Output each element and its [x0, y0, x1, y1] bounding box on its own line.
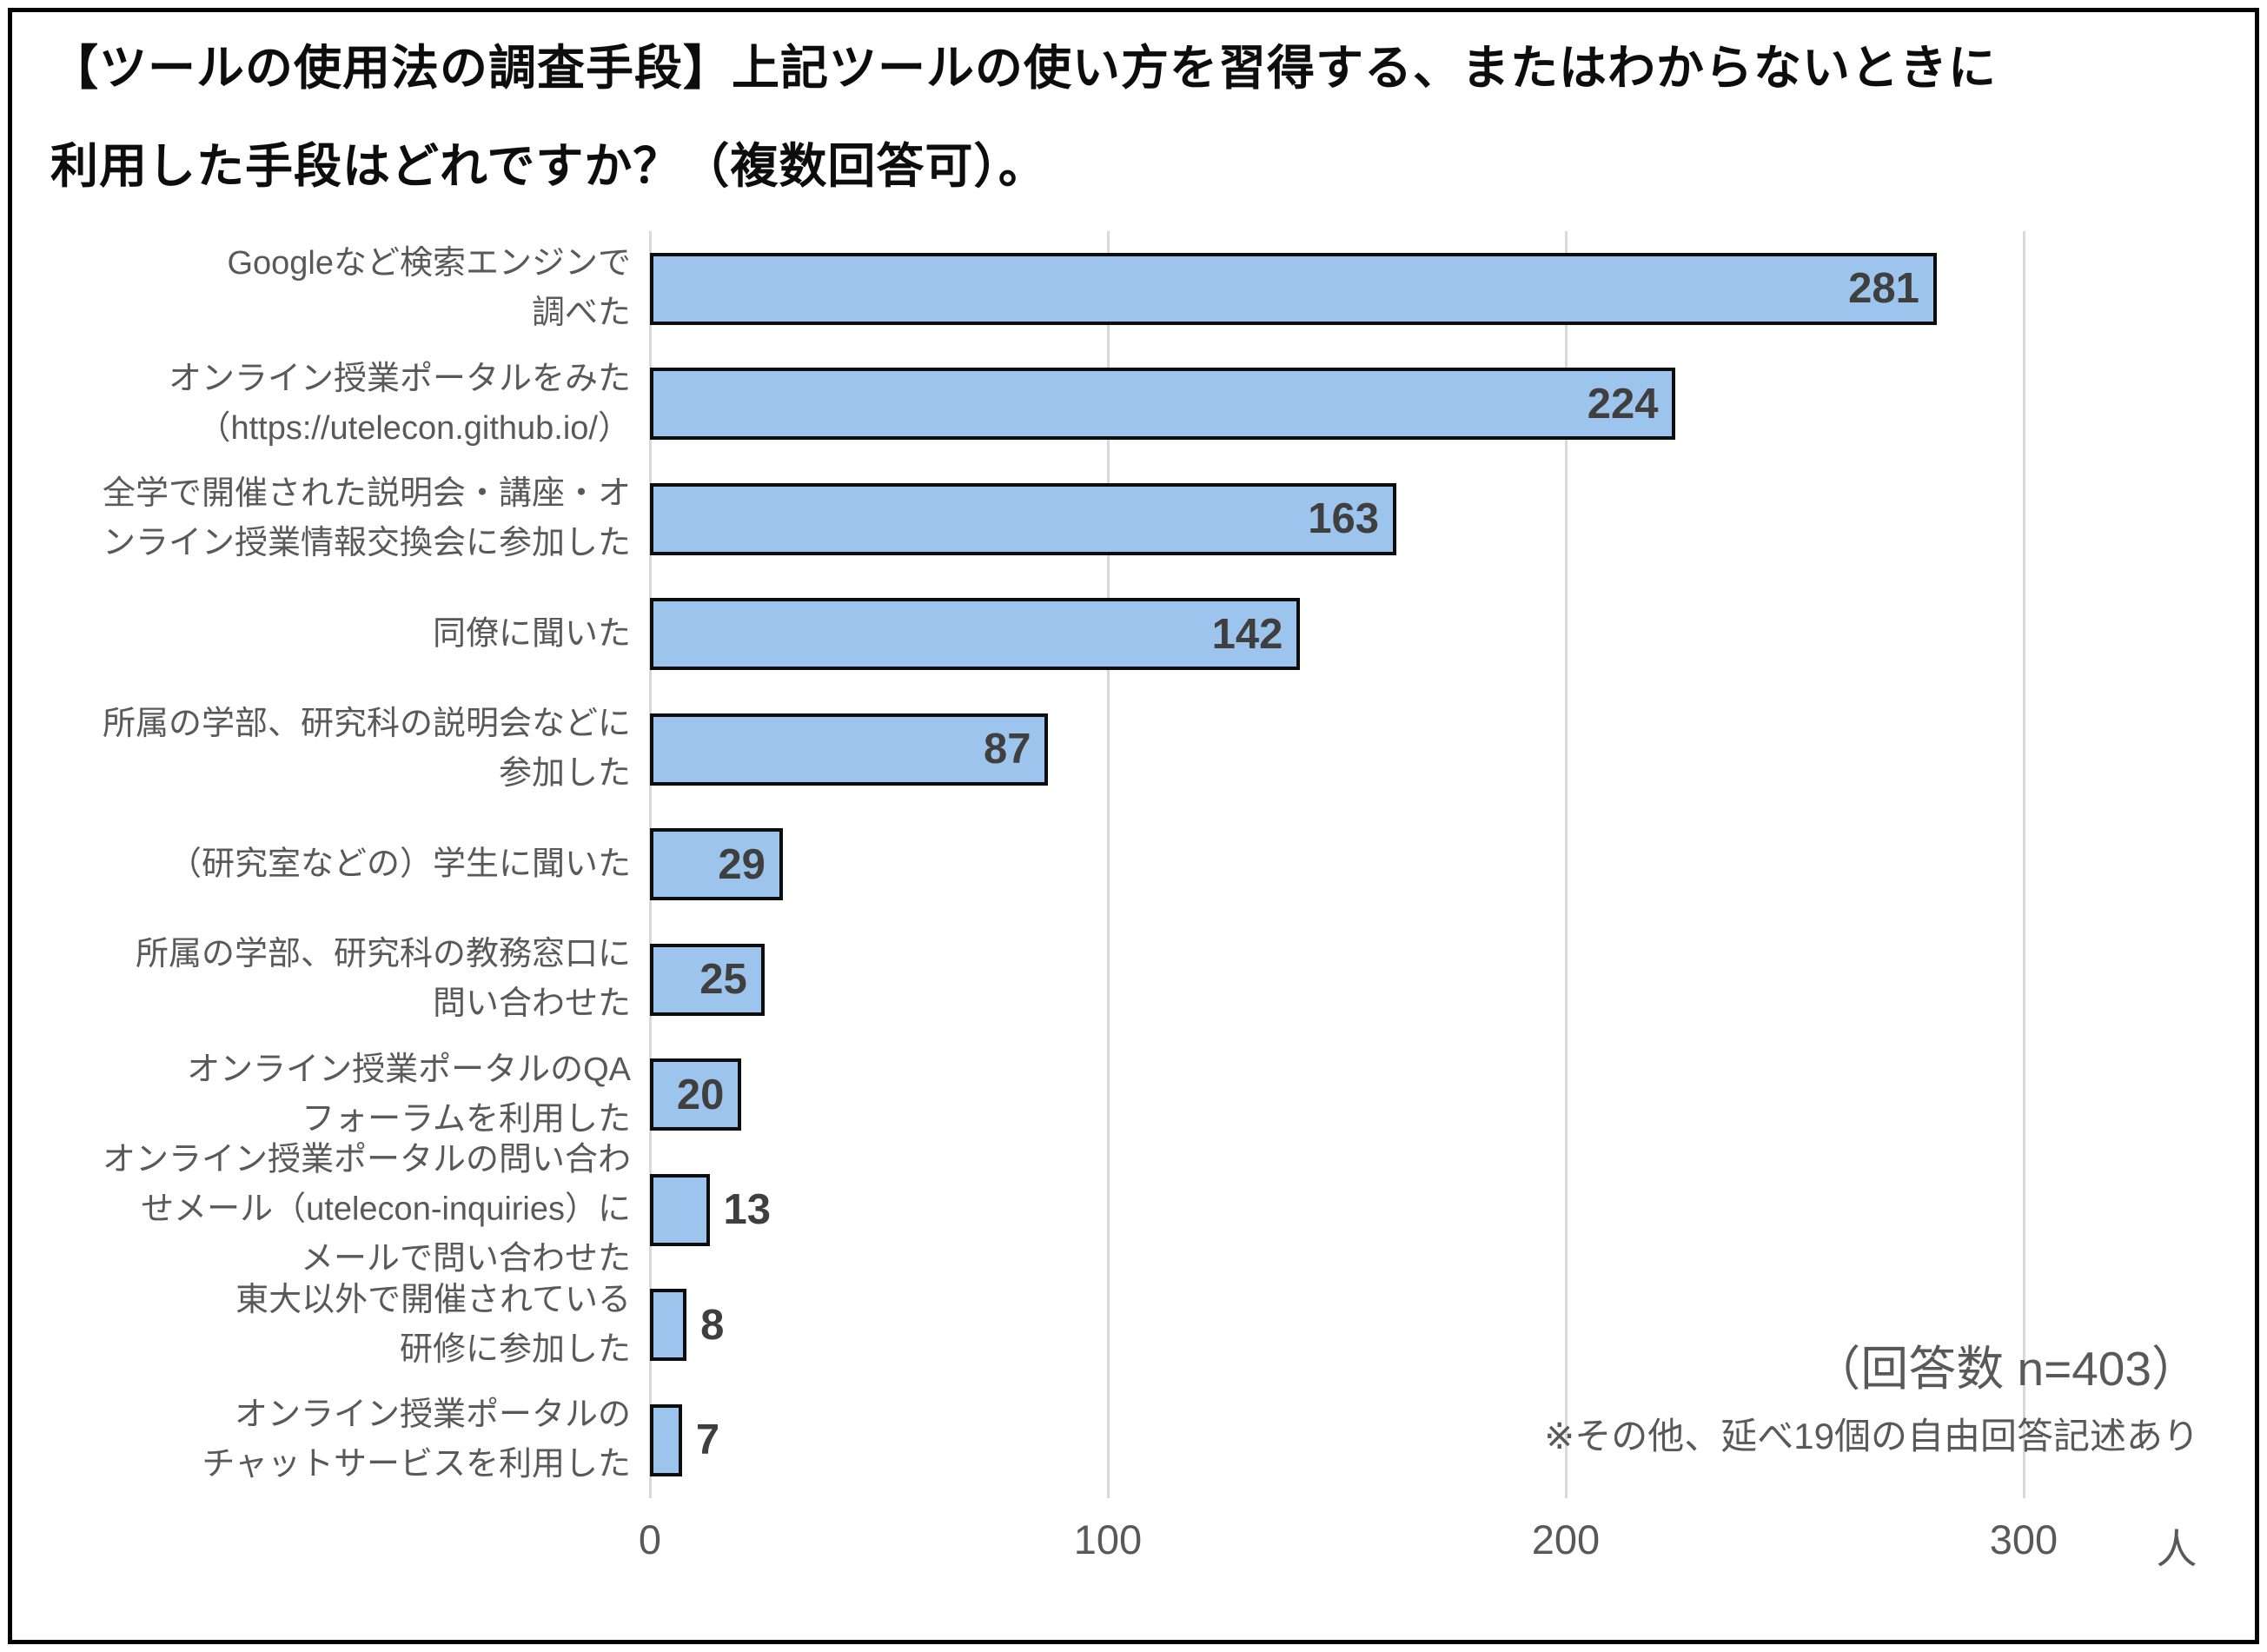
category-label-line: 全学で開催された説明会・講座・オ: [102, 475, 631, 513]
bar: 142: [650, 598, 1301, 671]
category-label-line: 同僚に聞いた: [432, 615, 631, 653]
x-tick-label: 200: [1531, 1516, 1601, 1562]
chart-title-line1: 【ツールの使用法の調査手段】上記ツールの使い方を習得する、またはわからないときに: [50, 41, 1998, 95]
chart-title: 【ツールの使用法の調査手段】上記ツールの使い方を習得する、またはわからないときに…: [50, 19, 2205, 216]
category-label-line: 東大以外で開催されている: [235, 1281, 631, 1318]
bar-row: 所属の学部、研究科の教務窓口に問い合わせた 25: [0, 922, 2267, 1038]
bar: [650, 1173, 710, 1246]
value-label: 7: [695, 1416, 720, 1464]
value-label: 8: [700, 1301, 725, 1349]
bar-row: 所属の学部、研究科の説明会などに参加した 87: [0, 692, 2267, 807]
bar-row: Googleなど検索エンジンで調べた 281: [0, 231, 2267, 347]
category-label-line: 調べた: [531, 295, 631, 332]
category-label-line: 問い合わせた: [432, 985, 631, 1023]
category-label: 全学で開催された説明会・講座・オ ンライン授業情報交換会に参加した: [0, 469, 631, 568]
bar: 281: [650, 252, 1937, 325]
category-label: （研究室などの）学生に聞いた: [0, 839, 631, 889]
category-label-line: チャットサービスを利用した: [202, 1446, 631, 1483]
x-tick-label: 0: [638, 1516, 662, 1562]
category-label: 所属の学部、研究科の説明会などに参加した: [0, 700, 631, 799]
category-label-line: 参加した: [498, 755, 631, 793]
value-label: 20: [676, 1071, 725, 1118]
category-label: オンライン授業ポータルのチャットサービスを利用した: [0, 1390, 631, 1489]
bar-row: オンライン授業ポータルのチャットサービスを利用した 7: [0, 1383, 2267, 1498]
category-label: オンライン授業ポータルのQA フォーラムを利用した: [0, 1045, 631, 1144]
category-label-line: Googleなど検索エンジンで: [227, 245, 631, 282]
bar-row: 全学で開催された説明会・講座・オ ンライン授業情報交換会に参加した 163: [0, 461, 2267, 577]
category-label: オンライン授業ポータルの問い合わせメール（utelecon-inquiries）…: [0, 1136, 631, 1284]
category-label-line: 所属の学部、研究科の説明会などに: [102, 706, 631, 743]
bar: 20: [650, 1058, 742, 1131]
bar-row: オンライン授業ポータルのQA フォーラムを利用した 20: [0, 1038, 2267, 1153]
category-label-line: フォーラムを利用した: [302, 1100, 631, 1138]
category-label: 同僚に聞いた: [0, 609, 631, 659]
value-label: 142: [1211, 610, 1283, 658]
x-axis: 0 100 200 300 人: [0, 1516, 2267, 1576]
bar-row: （研究室などの）学生に聞いた 29: [0, 807, 2267, 923]
chart-title-line2: 利用した手段はどれですか？（複数回答可）。: [50, 139, 1047, 193]
bar: 25: [650, 943, 765, 1016]
bar-row: オンライン授業ポータルの問い合わせメール（utelecon-inquiries）…: [0, 1142, 2267, 1277]
category-label-line: ンライン授業情報交換会に参加した: [102, 525, 631, 562]
category-label-line: せメール（utelecon-inquiries）に: [141, 1191, 631, 1228]
value-label: 25: [699, 956, 747, 1004]
category-label-line: 所属の学部、研究科の教務窓口に: [135, 936, 631, 973]
gridline: [2022, 231, 2025, 1498]
x-tick-label: 300: [1989, 1516, 2058, 1562]
category-label-line: オンライン授業ポータルの: [234, 1397, 631, 1434]
bar-row: 東大以外で開催されている研修に参加した 8: [0, 1268, 2267, 1383]
respondent-count-note: （回答数 n=403）: [1813, 1342, 2199, 1396]
x-tick-label: 100: [1073, 1516, 1143, 1562]
bar: 29: [650, 828, 783, 901]
annotation-block: （回答数 n=403） ※その他、延べ19個の自由回答記述あり: [1544, 1338, 2199, 1460]
category-label-line: メールで問い合わせた: [300, 1240, 631, 1277]
category-label: Googleなど検索エンジンで調べた: [0, 239, 631, 338]
category-label-line: 研修に参加した: [399, 1330, 631, 1368]
bar: [650, 1403, 682, 1476]
value-label: 281: [1848, 265, 1919, 313]
bar: 87: [650, 713, 1049, 786]
gridline: [1564, 231, 1568, 1498]
bar: 163: [650, 482, 1396, 555]
category-label-line: （研究室などの）学生に聞いた: [168, 846, 631, 883]
category-label-line: オンライン授業ポータルの問い合わ: [102, 1141, 631, 1178]
x-axis-unit: 人: [2156, 1526, 2197, 1572]
value-label: 87: [983, 726, 1031, 773]
free-answer-note: ※その他、延べ19個の自由回答記述あり: [1544, 1415, 2199, 1456]
category-label-line: （https://utelecon.github.io/）: [197, 409, 631, 447]
category-label: 所属の学部、研究科の教務窓口に問い合わせた: [0, 930, 631, 1029]
category-label: 東大以外で開催されている研修に参加した: [0, 1276, 631, 1375]
value-label: 163: [1308, 495, 1379, 543]
plot-area: Googleなど検索エンジンで調べた 281 オンライン授業ポータルをみた （http…: [0, 231, 2267, 1498]
bar: 224: [650, 368, 1676, 441]
category-label-line: オンライン授業ポータルをみた: [168, 360, 631, 397]
bar-row: オンライン授業ポータルをみた （https://utelecon.github.i…: [0, 347, 2267, 462]
value-label: 224: [1587, 380, 1659, 428]
value-label: 13: [723, 1186, 772, 1234]
category-label: オンライン授業ポータルをみた （https://utelecon.github.i…: [0, 355, 631, 454]
value-label: 29: [718, 840, 766, 888]
bar: [650, 1289, 687, 1362]
bar-row: 同僚に聞いた 142: [0, 577, 2267, 693]
gridline: [1106, 231, 1110, 1498]
category-label-line: オンライン授業ポータルのQA: [187, 1051, 631, 1088]
